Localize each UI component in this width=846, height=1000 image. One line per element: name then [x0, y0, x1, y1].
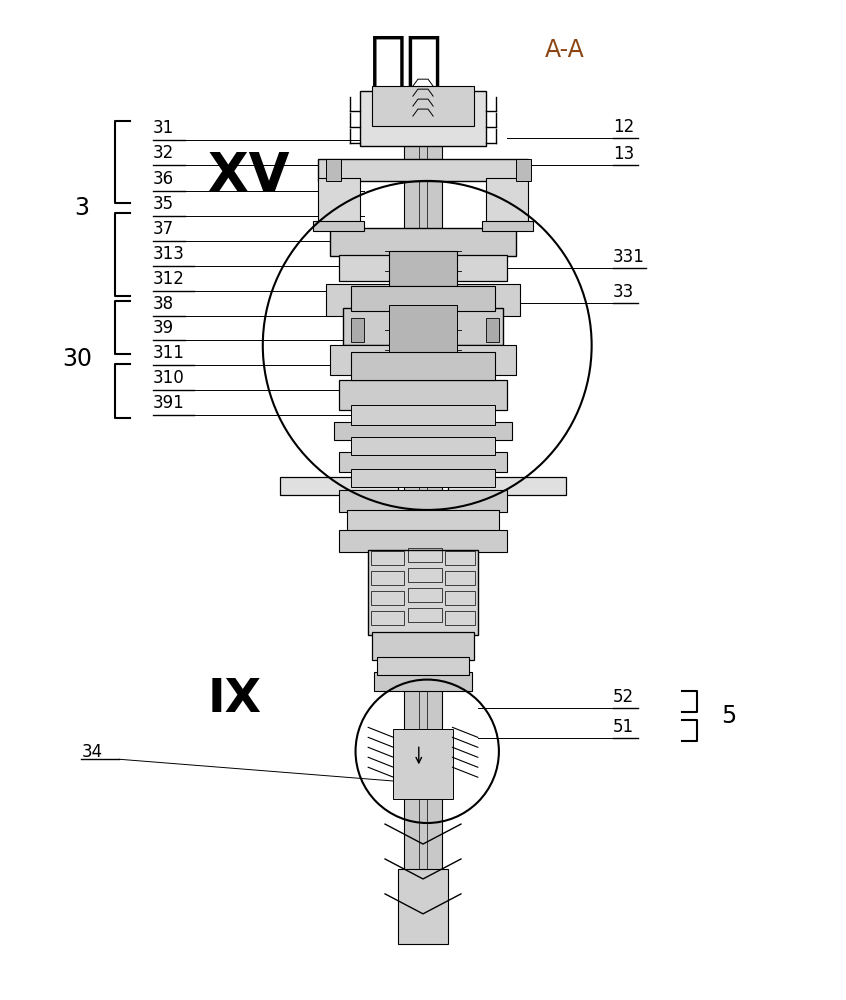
Text: 38: 38 — [153, 295, 174, 313]
Bar — [360, 91, 486, 146]
Text: A-A: A-A — [546, 38, 585, 62]
Bar — [280, 477, 398, 495]
Bar — [334, 422, 512, 440]
Text: 313: 313 — [153, 245, 185, 263]
Text: 312: 312 — [153, 270, 185, 288]
Text: 36: 36 — [153, 170, 174, 188]
Bar — [347, 510, 499, 532]
Text: 35: 35 — [153, 195, 174, 213]
Text: 391: 391 — [153, 394, 185, 412]
Bar — [376, 657, 470, 675]
Text: 39: 39 — [153, 319, 174, 337]
Bar — [351, 437, 495, 455]
Text: XV: XV — [208, 150, 289, 202]
Bar — [408, 588, 442, 602]
Bar — [368, 550, 478, 635]
Text: 32: 32 — [153, 144, 174, 162]
Text: 3: 3 — [74, 196, 89, 220]
Bar — [389, 305, 457, 352]
Bar — [371, 571, 404, 585]
Bar — [330, 345, 406, 375]
Bar — [326, 159, 341, 181]
Bar — [408, 548, 442, 562]
Bar — [486, 318, 499, 342]
Text: 12: 12 — [613, 118, 634, 136]
Text: 37: 37 — [153, 220, 174, 238]
Text: 310: 310 — [153, 369, 185, 387]
Bar — [445, 611, 475, 625]
Bar — [486, 178, 529, 226]
Bar — [317, 178, 360, 226]
Bar — [351, 318, 364, 342]
Bar — [482, 221, 533, 231]
Bar — [408, 608, 442, 622]
Text: 51: 51 — [613, 718, 634, 736]
Bar — [371, 591, 404, 605]
Bar — [445, 591, 475, 605]
Bar — [338, 380, 508, 410]
Text: 33: 33 — [613, 283, 634, 301]
Bar — [374, 672, 472, 691]
Bar — [445, 571, 475, 585]
Bar — [338, 530, 508, 552]
Bar — [351, 286, 495, 311]
Bar — [351, 405, 495, 425]
Bar — [313, 221, 364, 231]
Text: 剖面: 剖面 — [370, 33, 442, 92]
Bar — [393, 729, 453, 799]
Bar — [372, 86, 474, 126]
Text: 31: 31 — [153, 119, 174, 137]
Text: 311: 311 — [153, 344, 185, 362]
Bar — [516, 159, 531, 181]
Bar — [371, 551, 404, 565]
Text: 34: 34 — [81, 743, 102, 761]
Bar — [448, 477, 566, 495]
Text: 5: 5 — [722, 704, 737, 728]
Bar — [351, 469, 495, 487]
Bar — [404, 111, 442, 909]
Bar — [445, 551, 475, 565]
Text: 52: 52 — [613, 688, 634, 706]
Text: 13: 13 — [613, 145, 634, 163]
Text: IX: IX — [208, 677, 262, 722]
Bar — [338, 452, 508, 472]
Bar — [372, 632, 474, 660]
Text: 331: 331 — [613, 248, 645, 266]
Bar — [351, 352, 495, 380]
Bar — [398, 869, 448, 944]
Bar — [326, 284, 402, 316]
Bar — [343, 308, 503, 345]
Bar — [440, 345, 516, 375]
Bar — [317, 159, 529, 181]
Text: 30: 30 — [63, 347, 92, 371]
Bar — [330, 228, 516, 256]
Bar — [389, 251, 457, 286]
Bar — [338, 255, 508, 281]
Bar — [408, 568, 442, 582]
Bar — [444, 284, 520, 316]
Bar — [371, 611, 404, 625]
Bar — [338, 490, 508, 512]
